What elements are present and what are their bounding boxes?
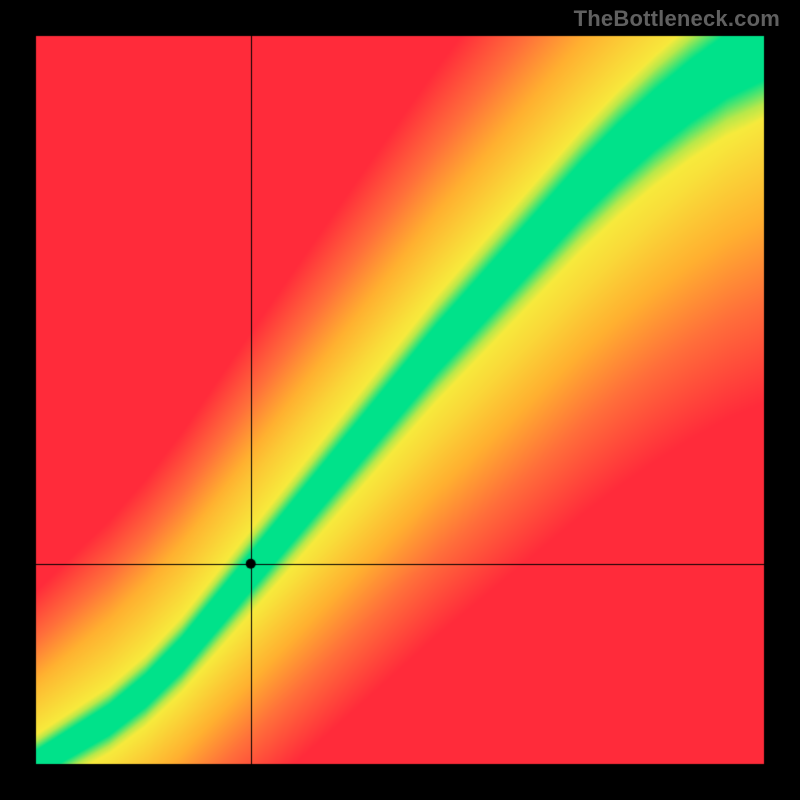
watermark-label: TheBottleneck.com [574, 6, 780, 32]
chart-container: TheBottleneck.com [0, 0, 800, 800]
bottleneck-heatmap [0, 0, 800, 800]
